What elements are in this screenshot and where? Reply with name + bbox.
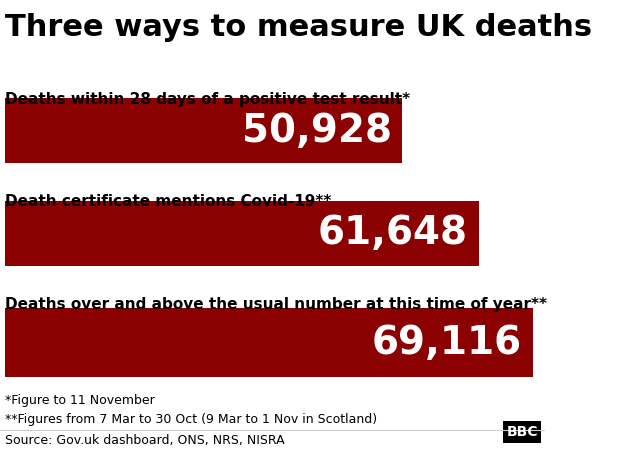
Text: Deaths over and above the usual number at this time of year**: Deaths over and above the usual number a…	[5, 297, 547, 312]
Text: Source: Gov.uk dashboard, ONS, NRS, NISRA: Source: Gov.uk dashboard, ONS, NRS, NISR…	[5, 434, 285, 447]
Text: BBC: BBC	[506, 425, 538, 439]
FancyBboxPatch shape	[503, 421, 541, 443]
FancyBboxPatch shape	[5, 201, 479, 266]
Text: Three ways to measure UK deaths: Three ways to measure UK deaths	[5, 14, 593, 42]
FancyBboxPatch shape	[5, 98, 403, 163]
Text: Death certificate mentions Covid-19**: Death certificate mentions Covid-19**	[5, 194, 332, 209]
Text: *Figure to 11 November: *Figure to 11 November	[5, 394, 155, 407]
Text: 50,928: 50,928	[242, 112, 392, 150]
Text: Deaths within 28 days of a positive test result*: Deaths within 28 days of a positive test…	[5, 91, 411, 107]
FancyBboxPatch shape	[5, 308, 533, 378]
Text: **Figures from 7 Mar to 30 Oct (9 Mar to 1 Nov in Scotland): **Figures from 7 Mar to 30 Oct (9 Mar to…	[5, 413, 378, 426]
Text: 61,648: 61,648	[318, 214, 468, 252]
Text: 69,116: 69,116	[372, 324, 522, 362]
